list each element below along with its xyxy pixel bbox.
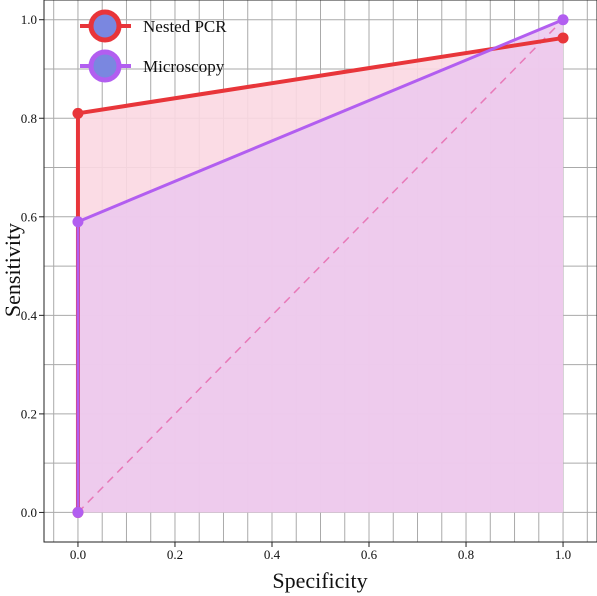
y-axis-title: Sensitivity <box>0 223 25 317</box>
data-point <box>72 216 84 228</box>
y-tick-label: 0.2 <box>21 406 37 421</box>
x-tick-label: 0.4 <box>264 547 281 562</box>
x-tick-label: 0.6 <box>361 547 378 562</box>
series-points <box>72 14 569 518</box>
y-tick-label: 0.4 <box>21 308 38 323</box>
legend-swatch-marker <box>88 49 122 83</box>
x-tick-label: 1.0 <box>555 547 571 562</box>
legend: Nested PCR Microscopy <box>80 9 227 83</box>
x-axis-ticks: 0.0 0.2 0.4 0.6 0.8 1.0 <box>70 542 571 562</box>
y-axis-ticks: 0.0 0.2 0.4 0.6 0.8 1.0 <box>21 12 44 520</box>
x-axis-title: Specificity <box>272 568 367 593</box>
legend-swatch-marker <box>88 9 122 43</box>
plot-frame <box>43 0 597 543</box>
y-tick-label: 0.0 <box>21 505 37 520</box>
legend-label: Nested PCR <box>143 17 227 36</box>
legend-label: Microscopy <box>143 57 225 76</box>
y-tick-label: 0.6 <box>21 209 38 224</box>
y-tick-label: 0.8 <box>21 111 37 126</box>
x-tick-label: 0.8 <box>458 547 474 562</box>
x-tick-label: 0.2 <box>167 547 183 562</box>
data-point <box>72 107 84 119</box>
diagonal-reference-line <box>77 19 564 513</box>
y-tick-label: 1.0 <box>21 12 37 27</box>
data-point <box>72 506 84 518</box>
data-point <box>557 14 569 26</box>
x-tick-label: 0.0 <box>70 547 86 562</box>
data-point <box>557 32 569 44</box>
